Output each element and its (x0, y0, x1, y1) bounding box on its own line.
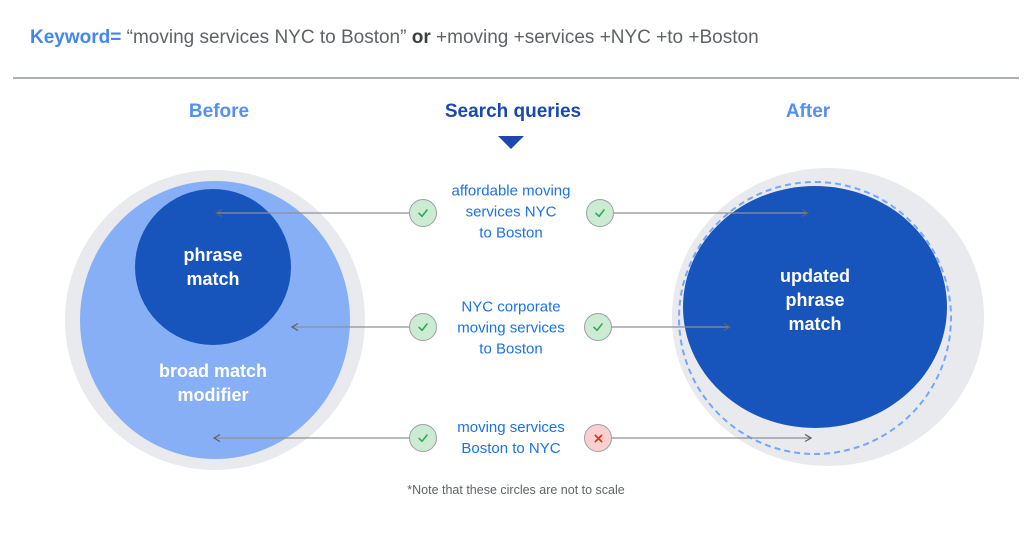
broad-match-modifier-label: broad match modifier (158, 361, 268, 405)
query-2-after-check-icon (584, 313, 612, 341)
query-1-after-check-icon (586, 199, 614, 227)
keyword-label: Keyword= (30, 27, 122, 48)
phrase-match-label: phrase match (183, 245, 243, 289)
keyword-header: Keyword= “moving services NYC to Boston”… (30, 27, 759, 49)
query-3-text: moving services Boston to NYC (457, 419, 565, 457)
search-queries-heading: Search queries (444, 101, 582, 122)
modifier-version-text: +moving +services +NYC +to +Boston (436, 27, 759, 48)
phrase-version-text: “moving services NYC to Boston” (126, 27, 407, 48)
triangle-down-icon (498, 136, 524, 149)
scale-note: *Note that these circles are not to scal… (407, 483, 625, 497)
after-heading: After (785, 101, 831, 122)
or-label: or (411, 27, 431, 48)
query-1-text: affordable moving services NYC to Boston (451, 182, 571, 242)
before-heading: Before (188, 101, 250, 122)
query-3-after-x-icon (584, 424, 612, 452)
phrase-match-circle: phrase match (135, 189, 291, 345)
query-1-before-check-icon (409, 199, 437, 227)
query-2-before-check-icon (409, 313, 437, 341)
query-2-text: NYC corporate moving services to Boston (457, 298, 565, 358)
divider-line (13, 77, 1019, 79)
query-3-before-check-icon (409, 424, 437, 452)
updated-phrase-match-label: updated phrase match (780, 266, 850, 334)
updated-phrase-match-circle: updated phrase match (683, 186, 947, 428)
after-dashed-circle (678, 181, 952, 455)
